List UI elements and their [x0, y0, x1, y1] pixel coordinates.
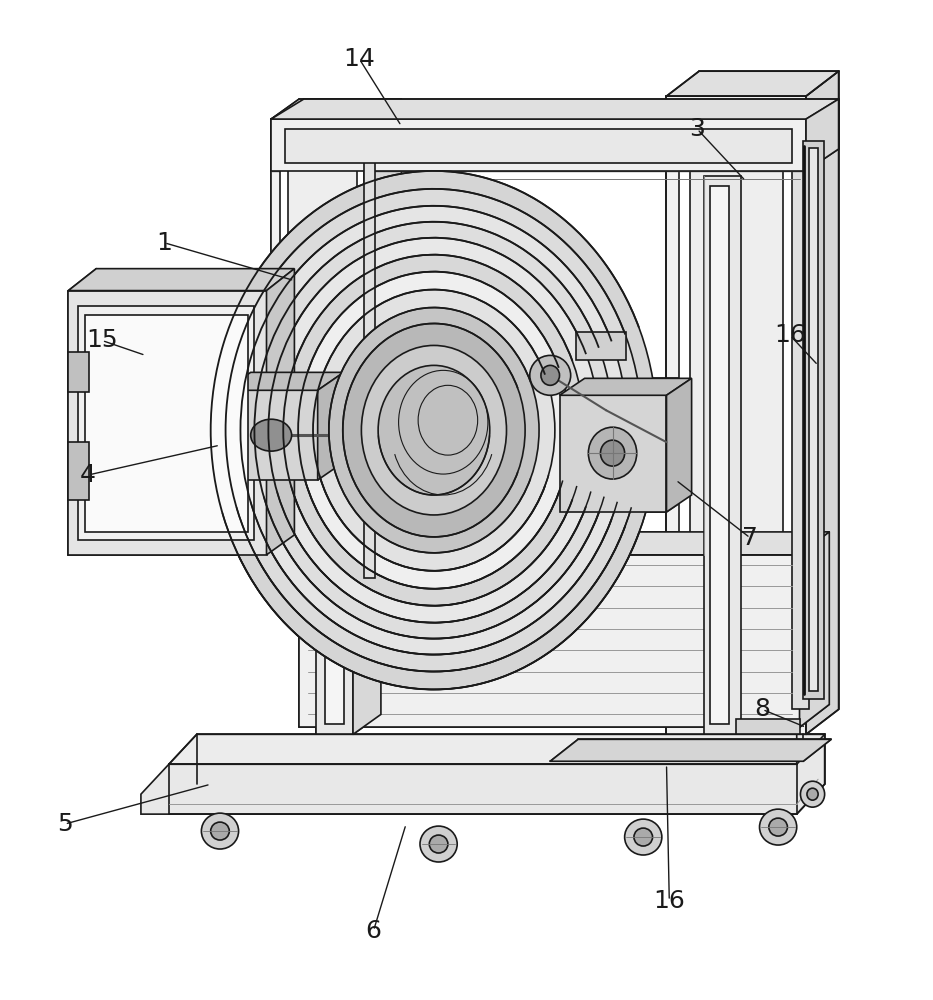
- Polygon shape: [806, 99, 839, 171]
- Ellipse shape: [284, 255, 585, 606]
- Polygon shape: [141, 734, 825, 814]
- Bar: [678, 108, 795, 721]
- Polygon shape: [272, 119, 806, 171]
- Bar: [703, 176, 741, 734]
- Ellipse shape: [342, 323, 525, 537]
- Text: 3: 3: [689, 117, 705, 141]
- Polygon shape: [353, 176, 381, 734]
- Bar: [364, 137, 375, 578]
- Ellipse shape: [624, 819, 661, 855]
- Text: 6: 6: [366, 919, 382, 943]
- Polygon shape: [225, 372, 343, 390]
- Bar: [288, 137, 356, 578]
- Bar: [689, 121, 783, 709]
- Polygon shape: [272, 99, 839, 119]
- Ellipse shape: [589, 427, 636, 479]
- Bar: [803, 141, 824, 699]
- Text: 8: 8: [754, 697, 771, 721]
- Bar: [68, 352, 89, 392]
- Polygon shape: [272, 99, 401, 119]
- Text: 1: 1: [156, 231, 172, 255]
- Polygon shape: [806, 71, 839, 734]
- Ellipse shape: [634, 828, 652, 846]
- Ellipse shape: [211, 822, 230, 840]
- Ellipse shape: [378, 365, 490, 495]
- Polygon shape: [225, 390, 317, 480]
- Bar: [710, 186, 729, 724]
- Bar: [325, 186, 343, 724]
- Bar: [792, 121, 809, 709]
- Ellipse shape: [202, 813, 239, 849]
- Ellipse shape: [255, 222, 614, 639]
- Text: 15: 15: [86, 328, 118, 352]
- Polygon shape: [736, 719, 800, 734]
- Ellipse shape: [299, 272, 570, 589]
- Bar: [85, 315, 248, 532]
- Polygon shape: [267, 269, 295, 555]
- Text: 14: 14: [343, 47, 375, 71]
- Ellipse shape: [801, 781, 825, 807]
- Polygon shape: [666, 96, 806, 734]
- Text: 16: 16: [774, 323, 806, 347]
- Ellipse shape: [269, 238, 600, 623]
- Bar: [281, 131, 364, 585]
- Bar: [315, 176, 353, 734]
- Polygon shape: [373, 99, 401, 595]
- Polygon shape: [666, 71, 839, 96]
- Polygon shape: [800, 532, 829, 727]
- Ellipse shape: [211, 171, 657, 689]
- Bar: [77, 306, 255, 540]
- Polygon shape: [299, 532, 829, 555]
- Text: 16: 16: [653, 889, 685, 913]
- Ellipse shape: [226, 189, 642, 672]
- Ellipse shape: [769, 818, 787, 836]
- Ellipse shape: [313, 290, 555, 571]
- Polygon shape: [560, 395, 666, 512]
- Ellipse shape: [429, 835, 448, 853]
- Polygon shape: [560, 378, 691, 395]
- Polygon shape: [68, 269, 295, 291]
- Text: 7: 7: [743, 526, 759, 550]
- Bar: [285, 129, 792, 163]
- Polygon shape: [169, 734, 825, 764]
- Ellipse shape: [759, 809, 797, 845]
- Ellipse shape: [328, 308, 539, 553]
- Polygon shape: [550, 739, 831, 761]
- Polygon shape: [577, 332, 626, 360]
- Bar: [809, 148, 818, 691]
- Polygon shape: [68, 291, 267, 555]
- Bar: [68, 442, 89, 500]
- Polygon shape: [299, 555, 800, 727]
- Ellipse shape: [807, 788, 818, 800]
- Ellipse shape: [530, 355, 571, 395]
- Ellipse shape: [361, 345, 507, 515]
- Polygon shape: [272, 119, 373, 595]
- Polygon shape: [317, 372, 343, 480]
- Ellipse shape: [420, 826, 457, 862]
- Text: 4: 4: [80, 463, 96, 487]
- Ellipse shape: [251, 419, 292, 451]
- Polygon shape: [666, 378, 691, 512]
- Text: 5: 5: [57, 812, 73, 836]
- Ellipse shape: [241, 206, 627, 655]
- Ellipse shape: [541, 365, 560, 385]
- Ellipse shape: [601, 440, 624, 466]
